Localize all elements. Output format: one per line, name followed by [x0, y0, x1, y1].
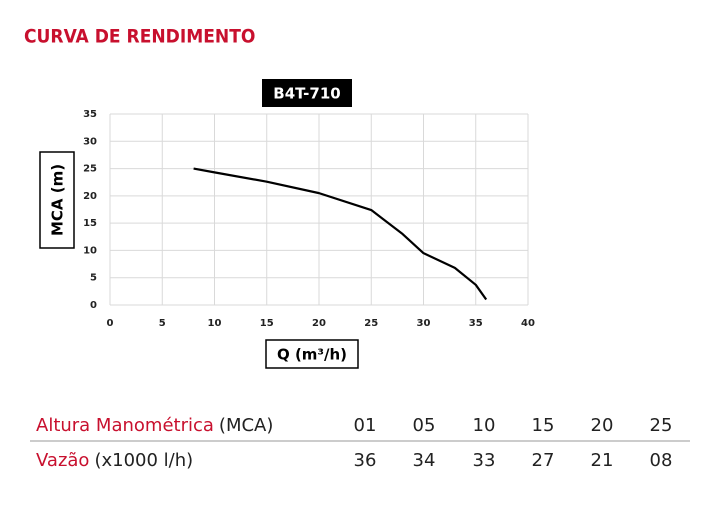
- heading: CURVA DE RENDIMENTO: [24, 26, 255, 48]
- row-label-name: Vazão: [36, 450, 89, 471]
- table-cell: 20: [591, 415, 614, 436]
- row-label-unit: (x1000 l/h): [94, 450, 193, 471]
- y-tick-label: 35: [83, 109, 97, 120]
- x-tick-label: 20: [312, 318, 326, 329]
- x-tick-label: 40: [521, 318, 535, 329]
- x-tick-label: 0: [107, 318, 114, 329]
- x-tick-label: 30: [417, 318, 431, 329]
- table-cell: 33: [473, 450, 496, 471]
- y-tick-label: 30: [83, 136, 97, 147]
- row-label: Altura Manométrica (MCA): [36, 415, 273, 436]
- table-cell: 05: [413, 415, 436, 436]
- y-tick-label: 20: [83, 191, 97, 202]
- x-tick-label: 25: [364, 318, 378, 329]
- y-tick-label: 10: [83, 245, 97, 256]
- row-label-unit: (MCA): [219, 415, 273, 436]
- x-tick-label: 35: [469, 318, 483, 329]
- table-cell: 27: [532, 450, 555, 471]
- ylabel-box: [39, 151, 75, 249]
- x-tick-label: 5: [159, 318, 166, 329]
- y-tick-label: 0: [90, 300, 97, 311]
- chart-title: B4T-710: [273, 85, 340, 103]
- table-cell: 01: [354, 415, 377, 436]
- title-box: [262, 79, 352, 107]
- xlabel-box: [265, 339, 359, 369]
- table-cell: 34: [413, 450, 436, 471]
- y-tick-label: 5: [90, 273, 97, 284]
- table-cell: 08: [650, 450, 673, 471]
- y-tick-label: 15: [83, 218, 97, 229]
- table-cell: 10: [473, 415, 496, 436]
- y-tick-label: 25: [83, 164, 97, 175]
- table-cell: 21: [591, 450, 614, 471]
- y-axis-label: MCA (m): [49, 164, 67, 236]
- x-tick-label: 15: [260, 318, 274, 329]
- curve: [193, 167, 488, 301]
- row-label-name: Altura Manométrica: [36, 415, 214, 436]
- row-label: Vazão (x1000 l/h): [36, 450, 193, 471]
- x-tick-label: 10: [208, 318, 222, 329]
- table-cell: 25: [650, 415, 673, 436]
- x-axis-label: Q (m³/h): [277, 346, 347, 364]
- table-cell: 15: [532, 415, 555, 436]
- table-cell: 36: [354, 450, 377, 471]
